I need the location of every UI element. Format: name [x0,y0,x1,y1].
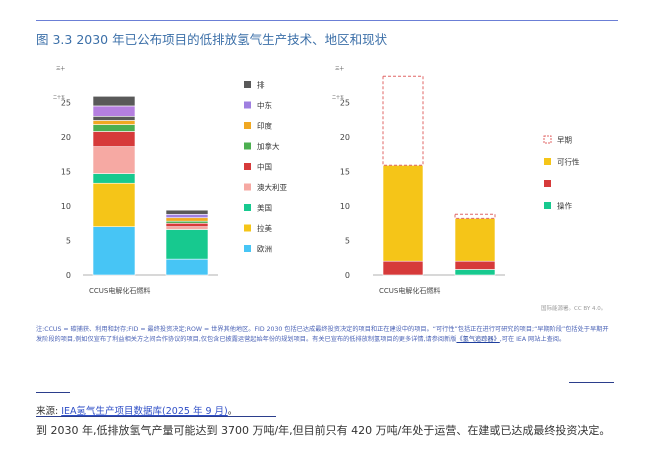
category-axis-label: CCUS电解化石燃料 [89,286,150,295]
figure-note: 注:CCUS = 碳捕获、利用和封存;FID = 最终投资决定;ROW = 世界… [36,325,614,345]
legend-swatch [244,142,251,150]
legend-swatch [544,202,551,209]
y-tick-label: 10 [340,202,350,211]
bar-segment [454,260,496,270]
legend-label: 加拿大 [257,141,280,151]
hydrogen-tracker-link[interactable]: 《氢气追踪器》 [456,336,500,343]
source-link[interactable]: IEA氢气生产项目数据库(2025 年 9 月) [61,406,228,417]
source-rule-left [36,392,70,393]
bar-segment [92,120,136,125]
legend-label: 中东 [257,100,272,110]
bar-segment [92,116,136,121]
legend-label: 排 [257,80,265,90]
credit-text: 国际能源署。CC BY 4.0。 [541,306,607,312]
y-top-label: 三十 [335,65,344,72]
y-tick-label: 15 [61,168,71,177]
legend-swatch [244,245,251,252]
legend-swatch [244,204,251,211]
bar-segment [454,218,496,262]
legend-swatch [244,183,251,191]
source-line: 来源: IEA氢气生产项目数据库(2025 年 9 月)。 [36,403,237,417]
bar-segment [454,269,496,276]
y-tick-label: 20 [61,133,71,142]
legend-swatch [244,163,251,170]
legend-label: 欧洲 [257,244,272,254]
bar-segment [165,226,209,230]
legend-swatch [544,180,551,187]
legend-label: 操作 [557,201,572,211]
bar-segment [92,173,136,184]
legend-swatch [244,122,251,129]
legend-label: 可行性 [557,157,580,167]
y-tick-label: 5 [345,237,350,246]
y-top-label: 三十 [56,65,65,72]
top-rule [36,20,618,21]
y-tick-label: 0 [345,271,350,280]
category-axis-label: CCUS电解化石燃料 [379,286,440,295]
source-suffix: 。 [227,406,238,417]
source-underline [36,416,276,417]
bar-segment [165,220,209,224]
bar-segment [92,146,136,174]
legend-label: 印度 [257,121,272,131]
bar-segment [454,213,496,219]
y-tick-label: 25 [61,99,71,108]
source-label: 来源: [36,406,59,417]
bar-segment [92,95,136,107]
bar-segment [165,213,209,219]
bar-segment [382,75,424,166]
note-text: 注:CCUS = 碳捕获、利用和封存;FID = 最终投资决定;ROW = 世界… [36,326,609,343]
bar-segment [92,124,136,132]
bar-segment [382,260,424,276]
legend-label: 拉美 [257,223,272,233]
y-tick-label: 15 [340,168,350,177]
legend-label: 美国 [257,203,272,213]
source-rule-right [569,382,614,383]
bar-segment [165,209,209,215]
legend-swatch [244,224,251,232]
y-tick-label: 10 [61,202,71,211]
summary-text: 到 2030 年,低排放氢气产量可能达到 3700 万吨/年,但目前只有 420… [36,424,611,437]
y-tick-label: 25 [340,99,350,108]
bar-segment [92,226,136,276]
bar-segment [92,182,136,227]
bar-segment [92,131,136,147]
bar-segment [92,105,136,117]
bar-segment [165,222,209,228]
legend-label: 澳大利亚 [257,182,287,192]
legend-label: 早期 [557,136,572,145]
bar-segment [165,217,209,222]
y-tick-label: 5 [66,237,71,246]
legend-swatch [544,158,551,165]
y-sub-label: 二十五 [53,94,65,100]
y-tick-label: 0 [66,271,71,280]
legend-swatch [244,101,251,109]
y-tick-label: 20 [340,133,350,142]
figure-title: 图 3.3 2030 年已公布项目的低排放氢气生产技术、地区和现状 [36,32,388,47]
legend-swatch [543,135,552,144]
bar-segment [165,258,209,276]
y-sub-label: 二十五 [332,94,344,100]
bar-segment [165,229,209,260]
note-suffix: ,可在 IEA 网站上查阅。 [499,336,566,343]
bar-segment [382,164,424,262]
legend-label: 中国 [257,162,272,172]
legend-swatch [244,81,251,88]
